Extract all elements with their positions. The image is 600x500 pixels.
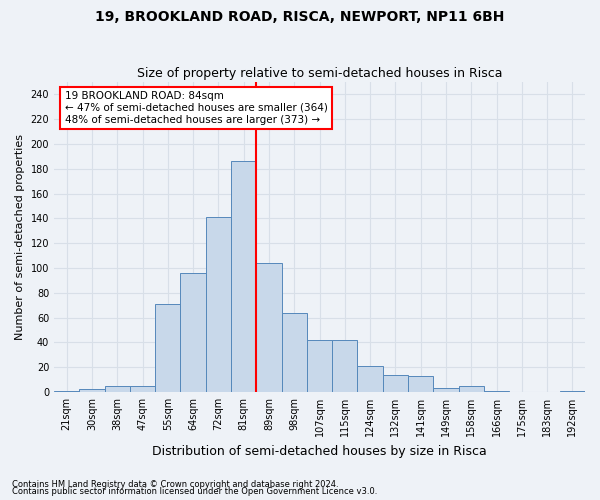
Bar <box>206 217 231 392</box>
Bar <box>484 390 509 392</box>
Bar <box>231 162 256 392</box>
X-axis label: Distribution of semi-detached houses by size in Risca: Distribution of semi-detached houses by … <box>152 444 487 458</box>
Text: Contains HM Land Registry data © Crown copyright and database right 2024.: Contains HM Land Registry data © Crown c… <box>12 480 338 489</box>
Bar <box>130 386 155 392</box>
Bar <box>408 376 433 392</box>
Bar <box>281 312 307 392</box>
Bar <box>307 340 332 392</box>
Bar <box>155 304 181 392</box>
Text: 19 BROOKLAND ROAD: 84sqm
← 47% of semi-detached houses are smaller (364)
48% of : 19 BROOKLAND ROAD: 84sqm ← 47% of semi-d… <box>65 92 328 124</box>
Bar <box>332 340 358 392</box>
Y-axis label: Number of semi-detached properties: Number of semi-detached properties <box>15 134 25 340</box>
Title: Size of property relative to semi-detached houses in Risca: Size of property relative to semi-detach… <box>137 66 502 80</box>
Bar <box>256 263 281 392</box>
Bar <box>79 390 104 392</box>
Bar <box>560 390 585 392</box>
Text: Contains public sector information licensed under the Open Government Licence v3: Contains public sector information licen… <box>12 487 377 496</box>
Text: 19, BROOKLAND ROAD, RISCA, NEWPORT, NP11 6BH: 19, BROOKLAND ROAD, RISCA, NEWPORT, NP11… <box>95 10 505 24</box>
Bar <box>458 386 484 392</box>
Bar <box>383 374 408 392</box>
Bar <box>358 366 383 392</box>
Bar <box>104 386 130 392</box>
Bar <box>54 390 79 392</box>
Bar <box>181 273 206 392</box>
Bar <box>433 388 458 392</box>
